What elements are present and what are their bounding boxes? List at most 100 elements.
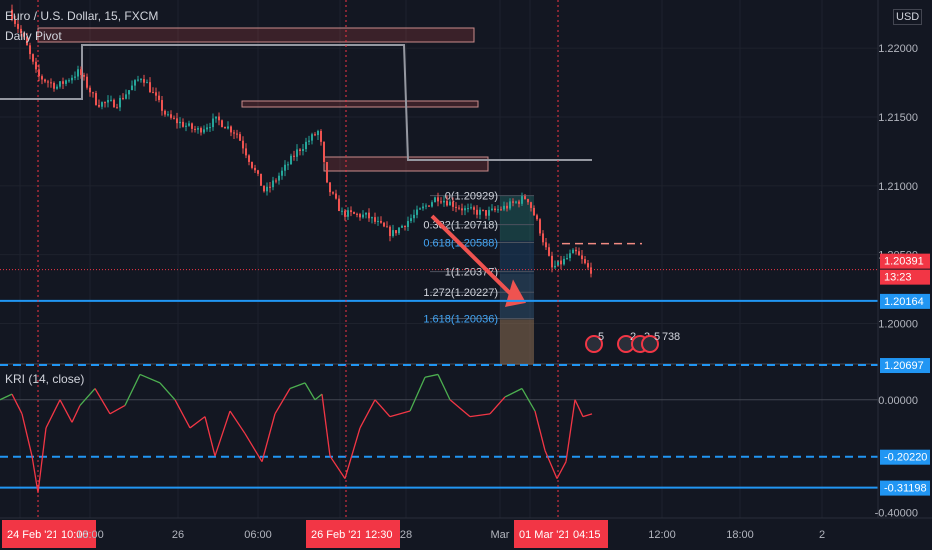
candle [380, 216, 382, 224]
candle [326, 162, 328, 184]
candle [524, 193, 526, 200]
kri-segment [289, 382, 306, 390]
candle [137, 75, 139, 82]
kri-segment [204, 416, 216, 457]
candle [350, 206, 352, 217]
candle-body [557, 260, 559, 266]
candle-body [293, 155, 295, 157]
candle [155, 87, 157, 102]
candle [554, 260, 556, 269]
candle [506, 202, 508, 212]
candle-body [527, 199, 529, 203]
pivot-path [0, 44, 592, 161]
event-count: 7 [662, 331, 668, 343]
fib-label-0: 0(1.20929) [445, 191, 498, 203]
candlestick-series [11, 4, 592, 278]
candle-body [566, 258, 568, 260]
candle [179, 117, 181, 129]
candle [503, 201, 505, 212]
candle [476, 205, 478, 219]
price-axis[interactable]: 1.220001.215001.210001.205001.200001.203… [875, 0, 932, 550]
event-marker-3: 5 [641, 331, 660, 353]
candle-body [116, 107, 118, 109]
candle [161, 96, 163, 116]
candle-body [371, 217, 373, 219]
candle-body [92, 92, 94, 94]
candle-body [41, 76, 43, 80]
candle [233, 129, 235, 140]
kri-segment [159, 382, 176, 401]
candle [134, 79, 136, 91]
candle-body [518, 201, 520, 204]
kri-segment [11, 393, 23, 415]
candle-body [164, 110, 166, 115]
candle-body [221, 120, 223, 128]
candle-body [446, 200, 448, 206]
candle-body [380, 220, 382, 223]
candle-body [98, 104, 100, 107]
candle-body [425, 205, 427, 207]
candle [395, 229, 397, 236]
kri-segment [314, 393, 323, 401]
candle-body [470, 207, 472, 209]
candle [107, 95, 109, 108]
candle-body [119, 97, 121, 108]
candle-body [365, 212, 367, 215]
candle [200, 126, 202, 136]
candle [230, 125, 232, 137]
kri-segment [534, 410, 546, 451]
candle [314, 132, 316, 137]
kri-segment [424, 373, 439, 378]
candle-body [65, 80, 67, 84]
candle [242, 136, 244, 154]
candle-body [62, 81, 64, 84]
candle [404, 225, 406, 231]
candle [533, 205, 535, 216]
candle [497, 205, 499, 213]
kri-segment [124, 374, 141, 406]
candle-body [314, 134, 316, 136]
candle [407, 216, 409, 232]
candle [581, 250, 583, 264]
last-price-text: 13:23 [884, 272, 912, 284]
candle-body [83, 74, 85, 77]
candle-body [443, 200, 445, 203]
fib-label-4: 1.272(1.20227) [423, 287, 498, 299]
candle-body [542, 233, 544, 243]
candle-body [548, 247, 550, 256]
candle [299, 148, 301, 156]
pivot-legend: Daily Pivot [5, 29, 62, 43]
time-tag [360, 520, 400, 548]
candle-body [134, 80, 136, 86]
candle [47, 79, 49, 88]
currency-label[interactable]: USD [893, 9, 923, 25]
candle-body [80, 69, 82, 75]
candle-body [125, 94, 127, 99]
candle [86, 73, 88, 90]
time-tick: 28 [400, 529, 412, 541]
candle [17, 19, 19, 34]
time-tag [568, 520, 608, 548]
candle [56, 84, 58, 90]
time-axis-bg [0, 518, 932, 550]
candle [536, 213, 538, 221]
candle-body [368, 212, 370, 219]
candle [515, 200, 517, 204]
candle-body [491, 208, 493, 211]
candle-body [23, 33, 25, 37]
candle [224, 126, 226, 129]
time-tick: 12:00 [648, 529, 676, 541]
candle [428, 205, 430, 207]
candle-body [266, 186, 268, 192]
candle-body [413, 214, 415, 219]
kri-segment [37, 427, 47, 493]
kri-segment [437, 374, 451, 401]
candle [566, 253, 568, 260]
candle [281, 167, 283, 180]
candle-body [575, 249, 577, 252]
candle [479, 207, 481, 220]
candle-body [473, 207, 475, 210]
candle-body [308, 140, 310, 142]
